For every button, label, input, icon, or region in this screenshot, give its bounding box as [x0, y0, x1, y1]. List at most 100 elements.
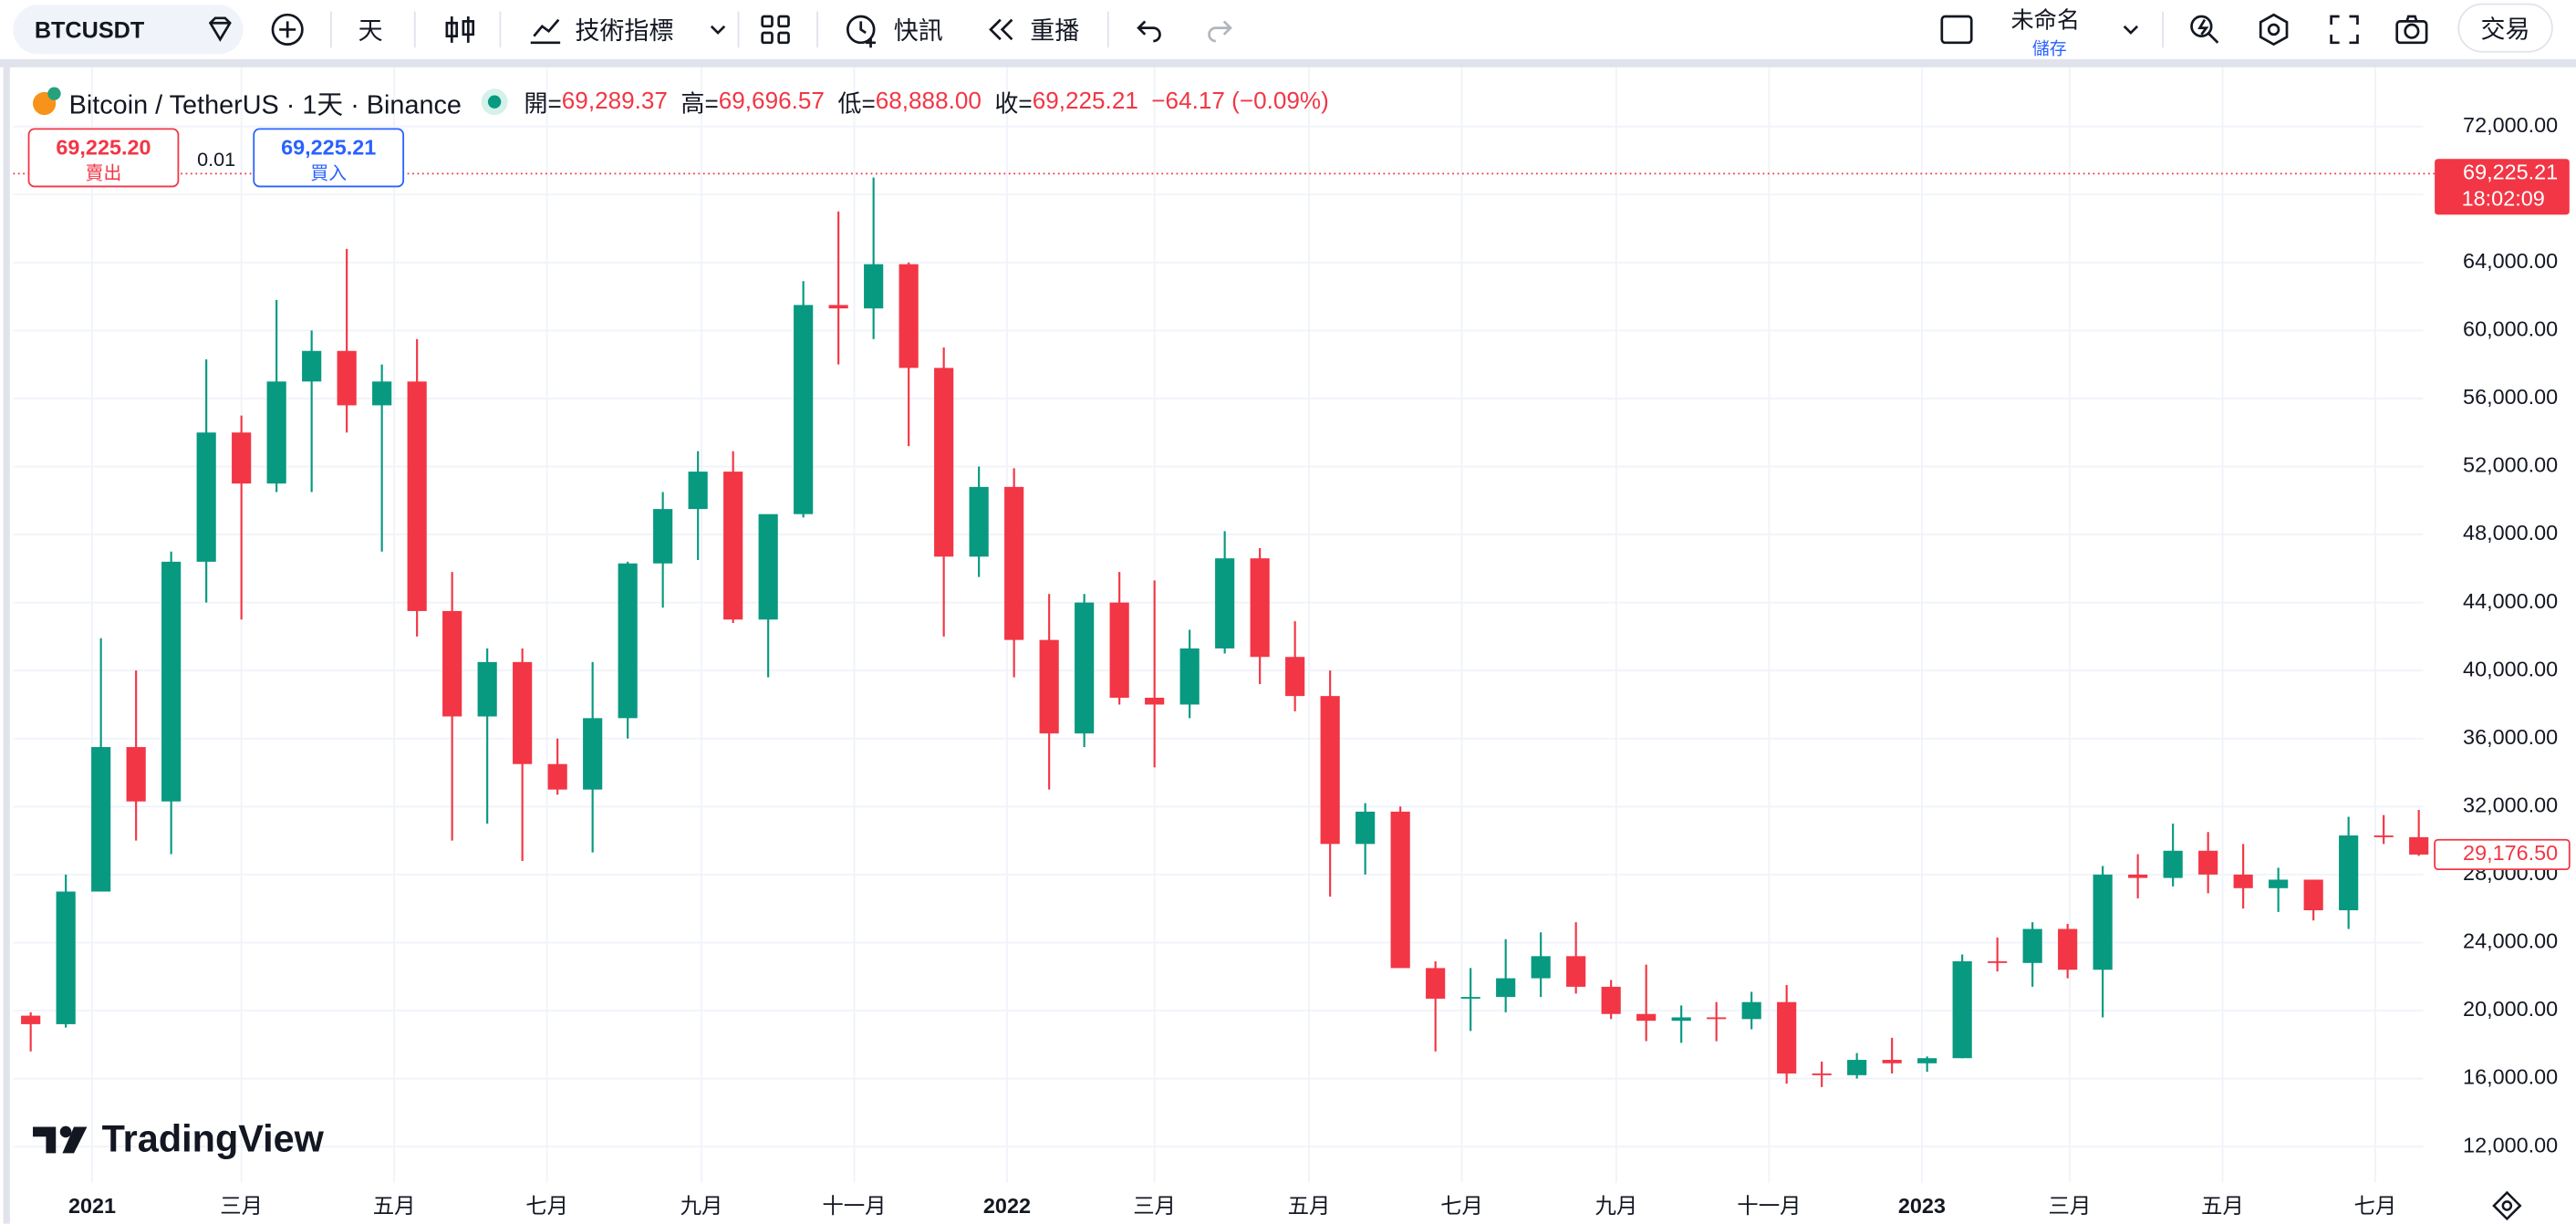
y-tick-label: 52,000.00: [2463, 453, 2558, 477]
candle-body: [1109, 602, 1129, 699]
interval[interactable]: 天: [358, 16, 383, 46]
candle-body: [2303, 879, 2323, 911]
candle-body: [2058, 928, 2078, 970]
candle-body: [864, 264, 884, 309]
open-label: 開=: [524, 90, 562, 118]
dropdown-icon[interactable]: [2116, 10, 2145, 49]
chart-type-icon[interactable]: [441, 10, 480, 49]
watermark-logo: TradingView: [33, 1117, 324, 1162]
add-symbol-icon[interactable]: [268, 10, 307, 49]
candle-body: [266, 381, 286, 484]
x-tick-label: 九月: [680, 1194, 723, 1218]
high-value: 69,696.57: [718, 88, 825, 116]
candle-body: [828, 305, 848, 309]
price-tag: [2435, 159, 2570, 215]
toolbar: BTCUSDT 天 技術指標 快訊 重播 未命名 儲存 交易: [0, 0, 2576, 67]
change: −64.17 (−0.09%): [1151, 88, 1329, 116]
x-tick-label: 十一月: [822, 1194, 886, 1218]
buy-button[interactable]: 69,225.21 買入: [253, 128, 405, 188]
low-value: 68,888.00: [875, 88, 982, 116]
candle-body: [794, 305, 814, 514]
fullscreen-icon[interactable]: [2324, 10, 2363, 49]
y-tick-label: 40,000.00: [2463, 657, 2558, 680]
plot-background: [0, 66, 2576, 1224]
candle-body: [1601, 986, 1621, 1014]
candle-body: [2198, 850, 2218, 875]
alerts[interactable]: 快訊: [893, 16, 943, 46]
close-value: 69,225.21: [1032, 88, 1138, 116]
candle-body: [1741, 1001, 1761, 1020]
candle-body: [2128, 874, 2148, 878]
trade-button[interactable]: 交易: [2457, 3, 2553, 53]
x-tick-label: 2023: [1898, 1194, 1946, 1218]
y-tick-label: 20,000.00: [2463, 997, 2558, 1021]
y-tick-label: 32,000.00: [2463, 793, 2558, 816]
axis-settings-icon[interactable]: [2489, 1189, 2526, 1222]
candle-body: [1671, 1017, 1691, 1022]
candle-body: [161, 561, 182, 802]
candle-body: [1496, 978, 1516, 998]
snapshot-icon[interactable]: [2392, 10, 2431, 49]
candle-body: [1075, 602, 1095, 734]
x-tick-label: 九月: [1595, 1194, 1638, 1218]
candle-body: [1777, 1001, 1797, 1074]
x-tick-label: 七月: [2354, 1194, 2397, 1218]
candle-body: [196, 432, 216, 562]
candle-body: [302, 350, 322, 382]
quick-search-icon[interactable]: [2185, 10, 2224, 49]
alert-icon[interactable]: [841, 10, 884, 49]
candle-body: [688, 472, 708, 510]
candle-body: [1952, 960, 1972, 1059]
indicators-icon[interactable]: [525, 10, 565, 49]
diamond-icon[interactable]: [201, 10, 240, 49]
candle-body: [21, 1015, 41, 1024]
y-tick-label: 12,000.00: [2463, 1133, 2558, 1157]
buy-label: 買入: [310, 164, 348, 184]
candle-body: [1531, 956, 1551, 979]
y-tick-label: 56,000.00: [2463, 385, 2558, 409]
legend-title: Bitcoin / TetherUS · 1天 · Binance: [68, 91, 462, 120]
sell-button[interactable]: 69,225.20 賣出: [27, 128, 180, 188]
quantity[interactable]: 0.01: [197, 148, 236, 171]
candle-body: [1707, 1017, 1727, 1020]
save[interactable]: 儲存: [2031, 38, 2067, 58]
x-tick-label: 2021: [68, 1194, 116, 1218]
high-label: 高=: [680, 90, 719, 118]
x-tick-label: 2022: [983, 1194, 1031, 1218]
candle-body: [1882, 1060, 1902, 1063]
indicators[interactable]: 技術指標: [575, 16, 674, 46]
separator: [737, 11, 740, 48]
candle-body: [477, 661, 497, 717]
candle-body: [1566, 956, 1586, 987]
candle-body: [2373, 835, 2394, 837]
y-tick-label: 64,000.00: [2463, 249, 2558, 273]
candle-body: [1636, 1013, 1657, 1022]
candle-body: [442, 610, 462, 717]
candle-body: [2409, 836, 2429, 855]
sell-label: 賣出: [85, 164, 122, 184]
replay[interactable]: 重播: [1030, 16, 1080, 46]
dropdown-icon[interactable]: [703, 10, 732, 49]
candle-body: [1426, 968, 1446, 999]
candle-body: [618, 563, 638, 719]
settings-icon[interactable]: [2254, 10, 2293, 49]
redo-icon[interactable]: [1200, 10, 1239, 49]
layouts-icon[interactable]: [755, 10, 795, 49]
undo-icon[interactable]: [1130, 10, 1169, 49]
symbol-search[interactable]: BTCUSDT: [13, 5, 244, 55]
candle-body: [513, 661, 533, 764]
last-price-label: 29,176.50: [2463, 841, 2558, 865]
candle-body: [1812, 1073, 1832, 1075]
candle-body: [969, 486, 989, 557]
layout-icon[interactable]: [1937, 10, 1976, 49]
candle-body: [407, 381, 427, 611]
market-status: [481, 88, 508, 116]
candle-body: [2022, 928, 2042, 963]
layout-name[interactable]: 未命名: [2010, 6, 2081, 34]
candle-body: [372, 381, 392, 406]
replay-icon[interactable]: [982, 10, 1022, 49]
candle-body: [723, 472, 743, 620]
separator: [499, 11, 502, 48]
